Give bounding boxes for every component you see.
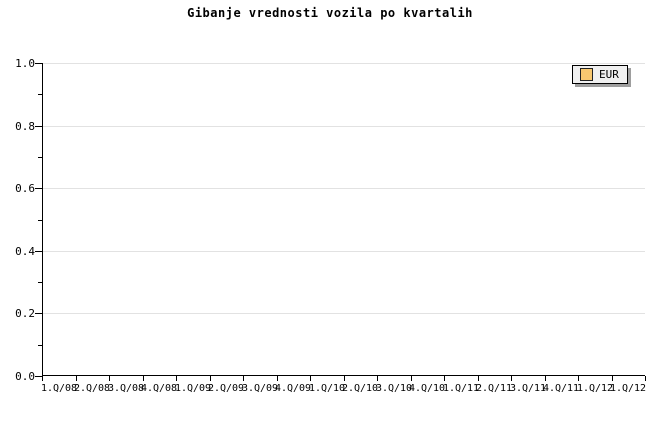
x-axis-tick [612,376,613,381]
x-tick-label: 4.Q/10 [408,383,446,394]
y-tick-label: 0.0 [15,370,35,383]
x-tick-label: 3.Q/09 [241,383,279,394]
y-gridline [43,251,645,252]
x-axis-tick [176,376,177,381]
y-axis-minor-tick [38,282,42,283]
y-axis-minor-tick [38,345,42,346]
x-axis-tick [277,376,278,381]
y-tick-label: 0.8 [15,120,35,133]
y-tick-label: 0.2 [15,307,35,320]
x-axis-line [42,375,645,376]
y-gridline [43,188,645,189]
x-axis-tick [511,376,512,381]
x-tick-label: 1.Q/12 [609,383,647,394]
y-axis-major-tick [35,376,42,377]
y-axis-major-tick [35,126,42,127]
x-tick-label: 3.Q/08 [107,383,145,394]
x-axis-tick [210,376,211,381]
y-tick-label: 0.6 [15,182,35,195]
x-tick-label: 2.Q/10 [341,383,379,394]
x-axis-tick [444,376,445,381]
x-tick-label: 4.Q/11 [542,383,580,394]
y-axis-line [42,63,43,376]
x-tick-label: 3.Q/10 [375,383,413,394]
y-axis-minor-tick [38,220,42,221]
x-axis-tick [243,376,244,381]
y-axis-minor-tick [38,94,42,95]
x-axis-tick [42,376,43,381]
x-tick-label: 1.Q/08 [40,383,78,394]
y-axis-major-tick [35,313,42,314]
x-axis-tick [143,376,144,381]
x-tick-label: 1.Q/12 [576,383,614,394]
x-tick-label: 1.Q/10 [308,383,346,394]
x-tick-label: 1.Q/11 [442,383,480,394]
plot-area: 0.0 0.2 0.4 0.6 0.8 1.0 1.Q/08 2.Q/08 3.Q/08 4.Q/… [15,58,646,394]
y-gridline [43,313,645,314]
y-axis-major-tick [35,251,42,252]
x-tick-label: 1.Q/09 [174,383,212,394]
x-axis-tick [478,376,479,381]
y-axis-major-tick [35,188,42,189]
x-tick-label: 3.Q/11 [509,383,547,394]
x-axis-tick [109,376,110,381]
x-tick-label: 4.Q/08 [140,383,178,394]
x-tick-label: 2.Q/08 [73,383,111,394]
x-tick-label: 4.Q/09 [274,383,312,394]
y-tick-label: 0.4 [15,245,35,258]
y-axis-major-tick [35,63,42,64]
x-axis-tick [545,376,546,381]
legend-label-eur: EUR [599,68,619,81]
y-tick-label: 1.0 [15,57,35,70]
x-axis-tick [76,376,77,381]
x-axis-tick [344,376,345,381]
y-gridline [43,63,645,64]
x-axis-tick [310,376,311,381]
x-axis-tick [411,376,412,381]
legend-swatch-eur [580,68,593,81]
x-axis-tick [377,376,378,381]
legend: EUR [572,65,628,84]
x-tick-label: 2.Q/09 [207,383,245,394]
x-axis-tick [578,376,579,381]
y-axis-minor-tick [38,157,42,158]
x-tick-label: 2.Q/11 [475,383,513,394]
y-gridline [43,126,645,127]
chart-title: Gibanje vrednosti vozila po kvartalih [187,6,473,20]
x-axis-tick [645,376,646,381]
